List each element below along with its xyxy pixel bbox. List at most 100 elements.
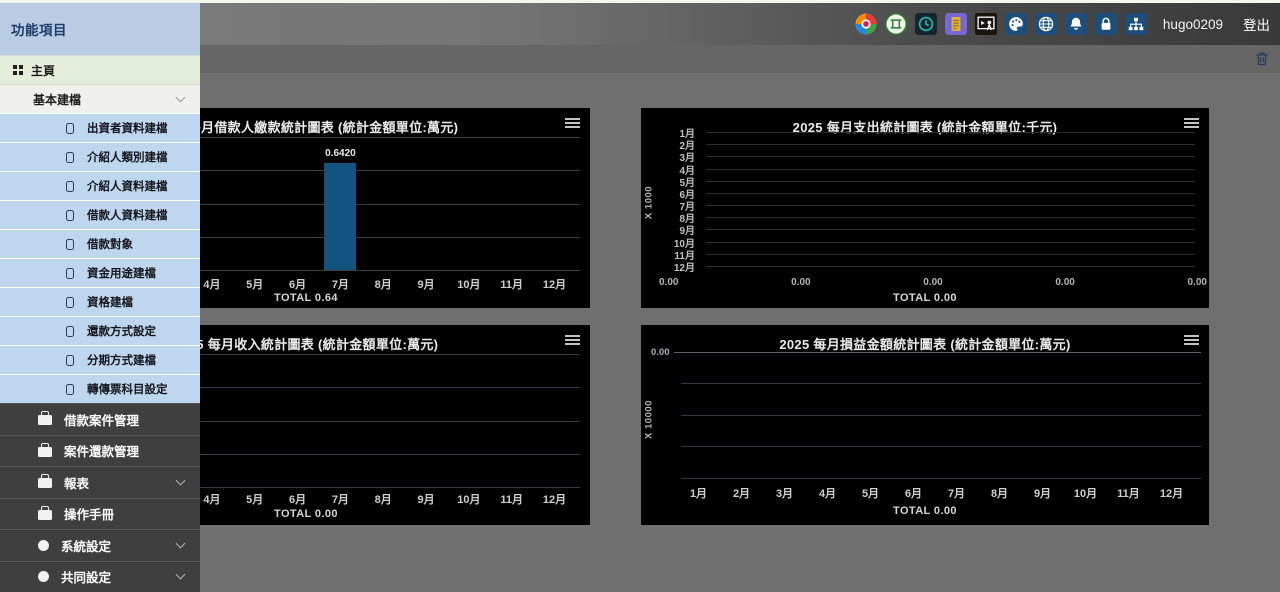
x-axis-months: 1月 2月 3月 4月 5月 6月 7月 8月 9月 10月 11月 12月 — [677, 485, 1193, 501]
chart-menu-icon[interactable] — [1184, 118, 1199, 128]
sidebar-item[interactable]: 報表 — [0, 466, 200, 498]
bell-icon[interactable] — [1064, 13, 1087, 35]
sidebar-item-label: 轉傳票科目設定 — [87, 384, 168, 396]
globe-icon[interactable] — [1034, 13, 1057, 35]
gridline — [706, 180, 1195, 182]
month-label: 2月 — [679, 141, 695, 153]
page-top-strip — [0, 0, 1280, 3]
checkbox-icon — [66, 325, 74, 337]
month-label: 12月 — [673, 262, 695, 274]
month-label: 8月 — [374, 494, 392, 506]
palette-icon[interactable] — [1004, 13, 1027, 35]
chart-menu-icon[interactable] — [1184, 335, 1199, 345]
month-label: 1月 — [689, 488, 708, 500]
sitemap-icon[interactable] — [1124, 13, 1147, 35]
chart-title: 2025 每月支出統計圖表 (統計金額單位:千元) — [792, 120, 1058, 135]
sidebar-subitem[interactable]: 分期方式建檔 — [0, 345, 200, 374]
sidebar-item[interactable]: 案件還款管理 — [0, 434, 200, 466]
chart-title: 2025 每月借款人繳款統計圖表 (統計金額單位:萬元) — [153, 120, 459, 135]
gridline — [681, 415, 1201, 416]
sidebar-item-label: 還款方式設定 — [87, 326, 156, 338]
gridline — [706, 192, 1195, 194]
sidebar-subitem[interactable]: 借款人資料建檔 — [0, 200, 200, 229]
month-label: 11月 — [500, 279, 524, 291]
grid-icon — [13, 65, 17, 69]
month-label: 8月 — [990, 488, 1009, 500]
checkbox-icon — [66, 209, 74, 221]
green-balance-icon[interactable] — [884, 13, 907, 35]
sidebar-item-label: 系統設定 — [61, 539, 112, 554]
presentation-icon[interactable] — [974, 13, 997, 35]
gridline — [706, 217, 1195, 219]
sidebar-item-label: 共同設定 — [61, 571, 112, 586]
checkbox-icon — [66, 180, 74, 192]
month-label: 7月 — [331, 494, 349, 506]
month-label: 7月 — [331, 279, 349, 291]
colorful-logo-icon[interactable] — [855, 13, 877, 35]
gridline — [706, 156, 1195, 158]
chart-title: 2025 每月收入統計圖表 (統計金額單位:萬元) — [173, 337, 439, 352]
month-label: 8月 — [374, 279, 392, 291]
sidebar-item-label: 介紹人資料建檔 — [87, 181, 168, 193]
secondary-toolbar — [0, 45, 1280, 73]
sidebar-item[interactable]: 共同設定 — [0, 560, 200, 592]
sidebar-subitems: 出資者資料建檔 介紹人類別建檔 介紹人資料建檔 借款人資料建檔 借款對象 — [0, 113, 200, 403]
topbar: hugo0209 登出 — [0, 3, 1280, 45]
sidebar-item-label: 借款對象 — [87, 239, 133, 251]
month-label: 9月 — [679, 226, 695, 238]
y-tick-label: 0.00 — [651, 347, 670, 358]
sidebar-group-basic-setup[interactable]: 基本建檔 — [0, 84, 200, 113]
scroll-icon[interactable] — [944, 13, 967, 35]
sidebar-subitem[interactable]: 資金用途建檔 — [0, 258, 200, 287]
month-label: 6月 — [904, 488, 923, 500]
lock-icon[interactable] — [1094, 13, 1117, 35]
sidebar-item-label: 案件還款管理 — [64, 445, 140, 460]
month-label: 5月 — [246, 494, 264, 506]
trash-icon[interactable] — [1252, 49, 1272, 69]
username[interactable]: hugo0209 — [1162, 16, 1223, 32]
sidebar-subitem[interactable]: 介紹人類別建檔 — [0, 142, 200, 171]
chart-menu-icon[interactable] — [565, 335, 580, 345]
month-label: 4月 — [203, 494, 221, 506]
section-icon — [38, 442, 52, 457]
checkbox-icon — [66, 122, 74, 134]
chart-total: TOTAL 0.00 — [893, 292, 957, 304]
sidebar-item[interactable]: 系統設定 — [0, 529, 200, 561]
sidebar-subitem[interactable]: 還款方式設定 — [0, 316, 200, 345]
section-icon — [38, 539, 49, 551]
month-label: 10月 — [457, 494, 481, 506]
month-label: 10月 — [457, 279, 481, 291]
month-label: 11月 — [1117, 488, 1140, 500]
chart-menu-icon[interactable] — [565, 118, 580, 128]
gridline — [706, 144, 1195, 146]
sidebar-item-home[interactable]: 主頁 — [0, 55, 200, 84]
sidebar-item[interactable]: 操作手冊 — [0, 497, 200, 529]
chart-total: TOTAL 0.00 — [893, 505, 957, 517]
checkbox-icon — [66, 296, 74, 308]
sidebar-item[interactable]: 借款案件管理 — [0, 403, 200, 435]
sidebar-item-label: 報表 — [64, 476, 90, 491]
section-icon — [38, 505, 52, 520]
clock-icon[interactable] — [914, 13, 937, 35]
tick-label: 0.00 — [923, 277, 943, 288]
zero-line-row: 0.00 — [651, 347, 1201, 358]
month-label: 12月 — [542, 494, 567, 506]
bar-july[interactable] — [324, 163, 357, 270]
tick-label: 0.00 — [1187, 277, 1207, 288]
month-label: 4月 — [818, 488, 837, 500]
month-label: 11月 — [500, 494, 524, 506]
month-label: 5月 — [861, 488, 880, 500]
sidebar-subitem[interactable]: 介紹人資料建檔 — [0, 171, 200, 200]
sidebar-subitem[interactable]: 轉傳票科目設定 — [0, 374, 200, 403]
chart-total: TOTAL 0.64 — [274, 292, 338, 304]
sidebar-subitem[interactable]: 出資者資料建檔 — [0, 113, 200, 142]
sidebar-subitem[interactable]: 借款對象 — [0, 229, 200, 258]
checkbox-icon — [66, 383, 74, 395]
sidebar-subitem[interactable]: 資格建檔 — [0, 287, 200, 316]
month-label: 10月 — [673, 238, 695, 250]
sidebar-item-label: 借款案件管理 — [64, 413, 140, 428]
sidebar-item-label: 介紹人類別建檔 — [87, 152, 168, 164]
logout-button[interactable]: 登出 — [1243, 18, 1270, 33]
sidebar-item-label: 借款人資料建檔 — [87, 210, 168, 222]
checkbox-icon — [66, 267, 74, 279]
